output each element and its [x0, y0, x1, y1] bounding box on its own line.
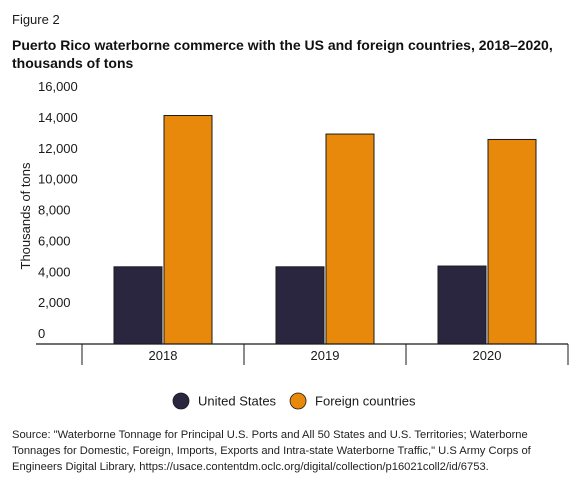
bars: [113, 115, 537, 345]
x-tick-label: 2019: [311, 348, 340, 363]
legend-label: Foreign countries: [315, 394, 416, 409]
legend-swatch: [172, 392, 190, 410]
x-axis: 2018 2019 2020: [36, 343, 569, 365]
y-tick-label: 12,000: [38, 141, 78, 156]
y-tick-label: 14,000: [38, 110, 78, 125]
y-tick-label: 16,000: [38, 79, 78, 94]
y-tick-label: 2,000: [38, 295, 71, 310]
y-tick-label: 10,000: [38, 172, 78, 187]
y-tick-label: 0: [38, 326, 45, 341]
bar-foreign-countries-2020: [487, 138, 537, 345]
bar-united-states-2020: [437, 265, 487, 345]
legend-label: United States: [198, 394, 277, 409]
bar-united-states-2018: [113, 266, 163, 345]
bar-united-states-2019: [275, 266, 325, 345]
y-tick-label: 6,000: [38, 233, 71, 248]
bar-foreign-countries-2019: [325, 133, 375, 345]
y-tick-label: 8,000: [38, 203, 71, 218]
legend: United States Foreign countries: [172, 392, 416, 410]
source-note: Source: "Waterborne Tonnage for Principa…: [12, 429, 531, 473]
y-tick-label: 4,000: [38, 264, 71, 279]
y-axis: 0 2,000 4,000 6,000 8,000 10,000 12,000 14,000 1…: [38, 79, 78, 341]
chart-title: Puerto Rico waterborne commerce with the…: [12, 37, 553, 71]
bar-foreign-countries-2018: [163, 115, 213, 345]
x-tick-label: 2020: [473, 348, 502, 363]
x-tick-label: 2018: [149, 348, 178, 363]
y-axis-label: Thousands of tons: [18, 162, 33, 269]
bar-chart: 0 2,000 4,000 6,000 8,000 10,000 12,000 14,000 1…: [18, 79, 569, 410]
figure-label: Figure 2: [12, 12, 60, 27]
legend-swatch: [289, 392, 307, 410]
